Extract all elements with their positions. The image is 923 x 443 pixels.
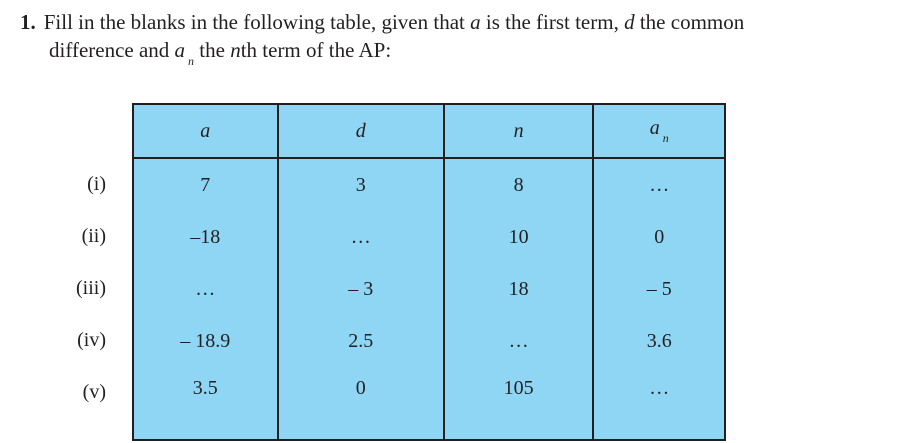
table-cell: 3.6 <box>592 315 726 367</box>
text: th term of the AP: <box>240 38 392 62</box>
var-an: a <box>174 38 186 62</box>
var-d: d <box>624 10 635 34</box>
header-n: n <box>442 103 595 159</box>
table-row: … – 3 18– 5 <box>132 263 726 315</box>
table-cell: 10 <box>442 211 595 263</box>
text: is the first term, <box>480 10 625 34</box>
row-label: (v) <box>82 381 106 403</box>
header-an-base: a <box>649 116 660 139</box>
header-d: d <box>276 103 445 159</box>
table-cell: 3 <box>276 158 445 211</box>
row-label: (ii) <box>81 225 106 247</box>
row-label: (i) <box>87 173 106 195</box>
table-cell: … <box>132 263 279 315</box>
table-cell: 3.5 <box>132 367 279 441</box>
table-cell: … <box>276 211 445 263</box>
question-number: 1. <box>20 10 36 34</box>
table-cell: – 18.9 <box>132 315 279 367</box>
table-row: 3.5 0 105… <box>132 367 726 441</box>
row-labels: (i) (ii) (iii) (iv) (v) <box>60 158 120 418</box>
var-a: a <box>470 10 481 34</box>
table-row: –18… 10 0 <box>132 211 726 263</box>
table-cell: 8 <box>442 158 595 211</box>
question-line-1: 1. Fill in the blanks in the following ta… <box>20 8 744 36</box>
text: the <box>194 38 231 62</box>
table-cell: 7 <box>132 158 279 211</box>
table-cell: 0 <box>276 367 445 441</box>
table-cell: 2.5 <box>276 315 445 367</box>
table-cell: … <box>592 158 726 211</box>
text: Fill in the blanks in the following tabl… <box>43 10 471 34</box>
var-n: n <box>230 38 241 62</box>
table-cell: – 3 <box>276 263 445 315</box>
table-row: 7 3 8… <box>132 158 726 211</box>
header-a: a <box>132 103 279 159</box>
table-cell: 18 <box>442 263 595 315</box>
table-cell: – 5 <box>592 263 726 315</box>
header-an-sub: n <box>662 130 669 145</box>
table-cell: 0 <box>592 211 726 263</box>
text: difference and <box>49 38 175 62</box>
text: the common <box>634 10 745 34</box>
row-label: (iii) <box>76 277 106 299</box>
row-label: (iv) <box>77 329 106 351</box>
table-row: – 18.9 2.5… 3.6 <box>132 315 726 367</box>
table-cell: –18 <box>132 211 279 263</box>
var-an-sub: n <box>188 54 195 68</box>
table-cell: … <box>592 367 726 441</box>
table-cell: … <box>442 315 595 367</box>
table-cell: 105 <box>442 367 595 441</box>
